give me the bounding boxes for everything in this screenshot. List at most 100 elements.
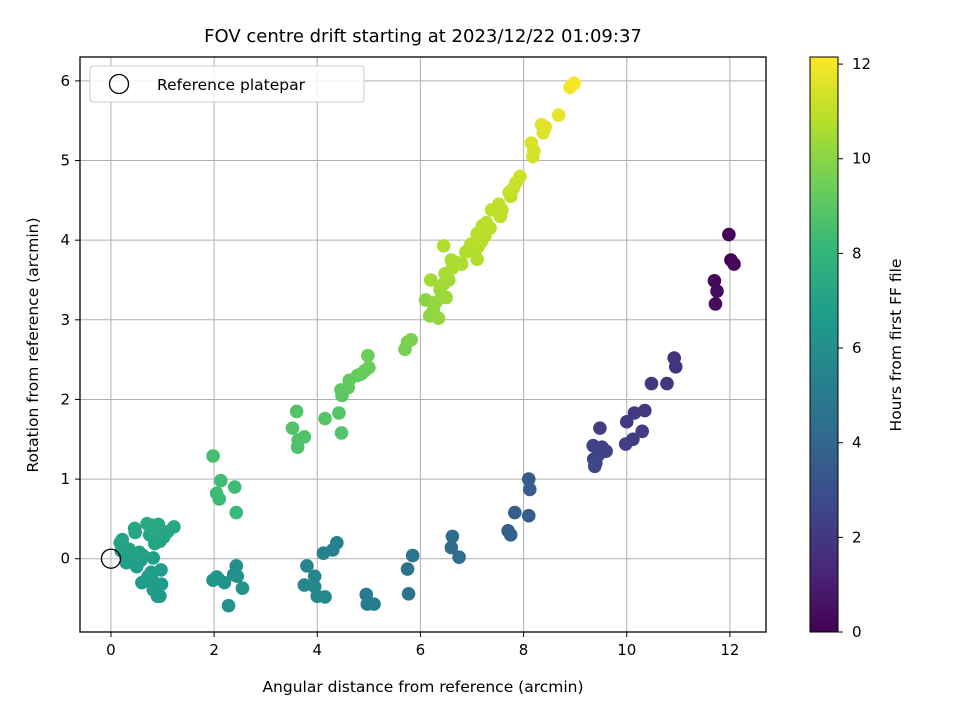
data-point	[534, 117, 549, 132]
colorbar-ticks: 0 2 4 6 8 10 12	[838, 55, 871, 641]
data-point	[444, 540, 459, 555]
data-point	[230, 569, 245, 584]
data-point	[593, 421, 607, 435]
plot-frame	[79, 56, 767, 633]
data-point	[115, 532, 130, 547]
y-tick-label: 0	[60, 550, 70, 568]
data-point	[235, 581, 250, 595]
data-point	[127, 521, 142, 536]
data-point	[436, 238, 451, 253]
data-point	[668, 359, 683, 374]
x-axis-label: Angular distance from reference (arcmin)	[262, 678, 583, 696]
data-point	[316, 546, 331, 560]
data-point	[454, 257, 469, 271]
data-point	[300, 559, 314, 573]
data-point	[167, 520, 181, 534]
data-point	[401, 586, 416, 601]
colorbar-tick-label: 4	[852, 434, 862, 452]
data-point	[132, 545, 147, 560]
data-point	[405, 548, 420, 563]
colorbar-tick-label: 10	[852, 150, 871, 168]
x-tick-label: 10	[617, 641, 636, 659]
data-point	[360, 597, 375, 611]
data-point	[334, 426, 349, 440]
data-point	[444, 253, 459, 267]
data-point	[362, 360, 376, 375]
colorbar-tick-label: 8	[852, 244, 862, 262]
data-point	[708, 297, 723, 311]
x-tick-label: 4	[312, 641, 322, 659]
data-point	[513, 169, 527, 184]
data-point	[227, 480, 242, 494]
legend-marker	[108, 73, 130, 95]
colorbar-label: Hours from first FF file	[887, 259, 905, 432]
data-point	[206, 449, 220, 463]
data-point	[209, 486, 224, 501]
data-points	[100, 76, 741, 613]
data-point	[503, 528, 518, 542]
data-point	[619, 414, 634, 429]
chart-title: FOV centre drift starting at 2023/12/22 …	[204, 26, 642, 47]
data-point	[637, 403, 652, 418]
data-point	[318, 590, 332, 604]
colorbar-tick-label: 6	[852, 339, 862, 357]
data-point	[221, 598, 236, 613]
data-point	[587, 459, 602, 474]
data-point	[423, 273, 438, 287]
data-point	[318, 411, 332, 426]
colorbar-tick-label: 2	[852, 528, 862, 546]
y-tick-label: 3	[60, 311, 70, 329]
data-point	[627, 406, 642, 420]
data-point	[492, 197, 506, 212]
legend-entry-reference-platepar: Reference platepar	[157, 76, 306, 94]
colorbar-gradient	[809, 56, 839, 633]
data-point	[285, 421, 300, 435]
x-tick-label: 0	[106, 641, 116, 659]
data-point	[479, 215, 494, 230]
data-point	[332, 406, 346, 420]
data-point	[524, 136, 539, 150]
x-tick-label: 12	[720, 641, 739, 659]
data-point	[710, 284, 724, 298]
data-point	[214, 473, 228, 488]
data-point	[400, 562, 415, 576]
data-point	[660, 376, 674, 391]
data-point	[508, 505, 522, 520]
y-axis-label: Rotation from reference (arcmin)	[24, 217, 42, 472]
x-tick-label: 8	[519, 641, 529, 659]
data-point	[154, 563, 168, 577]
data-point	[404, 332, 418, 347]
data-point	[361, 348, 375, 363]
data-point	[618, 437, 633, 451]
data-point	[439, 290, 454, 305]
data-point	[551, 108, 566, 122]
colorbar: 0 2 4 6 8 10 12 Hours from first FF file	[809, 55, 905, 641]
data-point	[418, 293, 433, 307]
data-point	[470, 252, 484, 267]
y-tick-label: 5	[60, 152, 70, 170]
data-point	[307, 569, 322, 584]
data-point	[521, 508, 536, 523]
data-point	[635, 424, 650, 439]
data-point	[722, 227, 736, 242]
reference-platepar-marker	[100, 548, 122, 569]
colorbar-tick-label: 12	[852, 55, 871, 73]
data-point	[727, 257, 741, 271]
y-tick-label: 2	[60, 390, 70, 408]
data-point	[521, 472, 536, 486]
data-point	[229, 505, 244, 520]
colorbar-tick-label: 0	[852, 623, 862, 641]
legend: Reference platepar	[89, 65, 365, 103]
data-point	[644, 376, 659, 391]
data-point	[707, 273, 722, 288]
grid-lines	[80, 57, 766, 632]
data-point	[297, 578, 312, 592]
data-point	[146, 551, 161, 565]
data-point	[431, 311, 446, 326]
data-point	[209, 570, 224, 584]
x-tick-label: 2	[209, 641, 219, 659]
y-tick-label: 1	[60, 470, 70, 488]
data-point	[567, 76, 581, 91]
